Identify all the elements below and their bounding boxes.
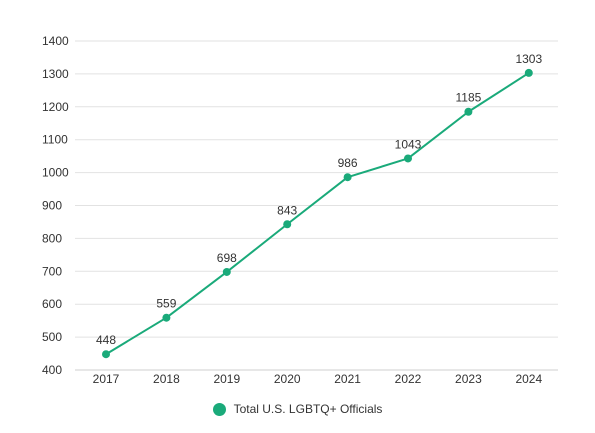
data-label: 986 — [338, 156, 358, 170]
data-point — [222, 267, 231, 276]
y-tick-label: 600 — [42, 297, 62, 311]
y-tick-label: 1000 — [42, 166, 69, 180]
data-point — [524, 68, 533, 77]
y-axis-ticks: 400 500 600 700 800 900 1000 1100 1200 1300 1400 — [42, 34, 69, 377]
y-tick-label: 500 — [42, 330, 62, 344]
data-point — [464, 107, 473, 116]
x-tick-label: 2018 — [153, 372, 180, 386]
data-point — [283, 220, 292, 229]
series-points — [102, 68, 533, 359]
data-label: 1185 — [455, 91, 481, 105]
series-line — [105, 72, 530, 356]
data-label: 559 — [156, 297, 176, 311]
data-label: 448 — [96, 333, 116, 347]
x-tick-label: 2019 — [213, 372, 240, 386]
y-tick-label: 1200 — [42, 100, 69, 114]
data-point — [404, 154, 412, 163]
data-label: 1043 — [395, 137, 422, 151]
gridlines — [75, 40, 558, 371]
data-point — [343, 173, 352, 182]
data-label: 843 — [277, 203, 297, 217]
x-axis-ticks: 2017 2018 2019 2020 2021 2022 2023 2024 — [93, 372, 543, 386]
data-label: 698 — [217, 251, 237, 265]
y-tick-label: 400 — [42, 363, 62, 377]
legend: Total U.S. LGBTQ+ Officials — [0, 402, 595, 416]
legend-swatch-icon — [212, 402, 226, 416]
y-tick-label: 900 — [42, 199, 62, 213]
x-tick-label: 2017 — [93, 372, 120, 386]
series-line-layer — [105, 72, 530, 356]
data-point — [102, 350, 110, 359]
data-label: 1303 — [515, 52, 542, 66]
x-tick-label: 2024 — [515, 372, 542, 386]
legend-label: Total U.S. LGBTQ+ Officials — [233, 402, 383, 416]
x-tick-label: 2020 — [274, 372, 301, 386]
y-tick-label: 700 — [42, 264, 62, 278]
y-tick-label: 800 — [42, 231, 62, 245]
x-tick-label: 2023 — [455, 372, 482, 386]
y-tick-label: 1300 — [42, 67, 69, 81]
data-point — [162, 313, 171, 322]
x-tick-label: 2022 — [395, 372, 422, 386]
y-tick-label: 1100 — [42, 133, 68, 147]
y-tick-label: 1400 — [42, 34, 69, 48]
x-tick-label: 2021 — [334, 372, 361, 386]
data-labels: 448 559 698 843 986 1043 1185 1303 — [96, 52, 542, 347]
